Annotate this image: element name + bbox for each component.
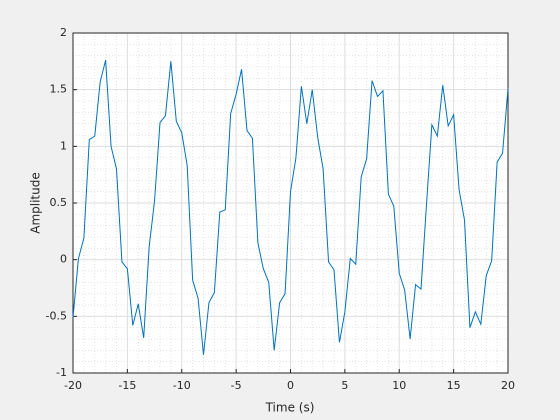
y-axis-label: Amplitude [29, 172, 43, 234]
x-tick-label: -10 [173, 379, 191, 392]
y-tick-label: 2 [60, 26, 67, 39]
x-tick-label: 20 [501, 379, 515, 392]
y-tick-label: 1.5 [50, 83, 68, 96]
y-tick-label: -1 [56, 366, 67, 379]
x-tick-label: 10 [392, 379, 406, 392]
x-tick-label: 15 [447, 379, 461, 392]
y-tick-label: -0.5 [46, 309, 67, 322]
x-tick-label: 0 [287, 379, 294, 392]
axes-box [72, 32, 509, 374]
y-tick-label: 0 [60, 253, 67, 266]
x-tick-label: -15 [118, 379, 136, 392]
x-tick-label: 5 [341, 379, 348, 392]
data-line [72, 60, 509, 355]
x-tick-label: -5 [231, 379, 242, 392]
x-tick-label: -20 [64, 379, 82, 392]
y-tick-label: 0.5 [50, 196, 68, 209]
y-tick-label: 1 [60, 139, 67, 152]
x-axis-label: Time (s) [265, 401, 315, 415]
